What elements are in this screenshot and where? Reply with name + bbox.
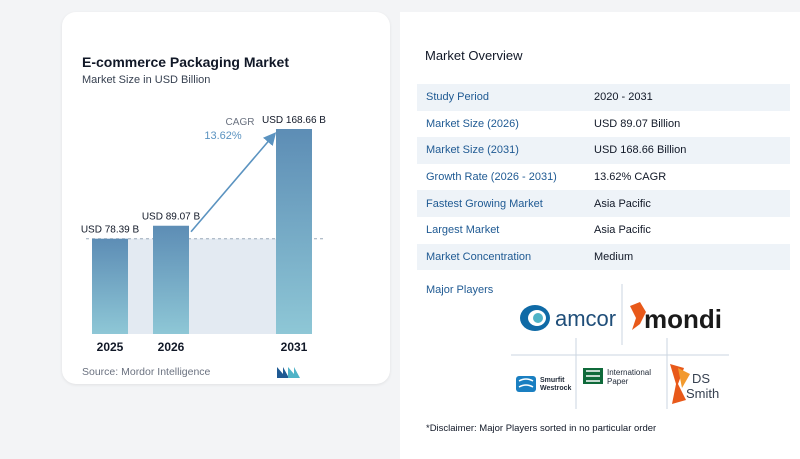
overview-row-market-size-2031: Market Size (2031) USD 168.66 Billion — [417, 137, 790, 164]
ds-smith-logo-icon: DS Smith — [670, 364, 719, 404]
mondi-logo-text: mondi — [644, 304, 722, 334]
overview-value: Asia Pacific — [594, 197, 651, 210]
bar-2025 — [92, 238, 128, 334]
category-label: 2025 — [97, 340, 124, 354]
overview-title: Market Overview — [425, 48, 523, 63]
amcor-logo-text: amcor — [555, 306, 616, 331]
source-note: Source: Mordor Intelligence — [82, 366, 211, 378]
overview-value: 13.62% CAGR — [594, 171, 667, 184]
overview-label: Market Size (2031) — [426, 144, 519, 157]
overview-value: Medium — [594, 250, 634, 263]
overview-value: Asia Pacific — [594, 224, 651, 237]
overview-row-concentration: Market Concentration Medium — [417, 243, 790, 271]
data-label: USD 89.07 B — [142, 212, 201, 223]
bar-2031 — [276, 129, 312, 334]
market-overview-panel: Market Overview Study Period 2020 - 2031… — [400, 12, 800, 459]
major-players-logos: amcor mondi Smurfit Westrock Internation… — [511, 284, 729, 409]
smith-logo-text: Smith — [686, 386, 719, 401]
overview-row-fastest-growing: Fastest Growing Market Asia Pacific — [417, 190, 790, 217]
overview-label: Study Period — [426, 91, 489, 104]
international-paper-logo-icon: International Paper — [583, 368, 651, 386]
major-players-title: Major Players — [426, 284, 494, 296]
overview-value: 2020 - 2031 — [594, 91, 653, 104]
data-label: USD 168.66 B — [262, 115, 326, 126]
ip-logo-text: International — [607, 368, 651, 377]
cagr-arrow — [190, 132, 277, 233]
overview-row-market-size-2026: Market Size (2026) USD 89.07 Billion — [417, 111, 790, 138]
overview-label: Growth Rate (2026 - 2031) — [426, 171, 557, 184]
westrock-logo-text: Westrock — [540, 385, 571, 392]
mordor-logo-icon — [277, 367, 300, 378]
overview-value: USD 168.66 Billion — [594, 144, 687, 157]
cagr-value: 13.62% — [204, 130, 242, 142]
category-label: 2031 — [281, 340, 308, 354]
overview-value: USD 89.07 Billion — [594, 117, 681, 130]
chart-card: E-commerce Packaging Market Market Size … — [62, 12, 390, 384]
overview-row-growth-rate: Growth Rate (2026 - 2031) 13.62% CAGR — [417, 164, 790, 191]
overview-row-study-period: Study Period 2020 - 2031 — [417, 84, 790, 111]
overview-label: Fastest Growing Market — [426, 197, 543, 210]
amcor-logo-icon: amcor — [520, 305, 616, 331]
overview-label: Market Size (2026) — [426, 117, 519, 130]
bar-2026 — [153, 225, 189, 334]
disclaimer: *Disclaimer: Major Players sorted in no … — [426, 423, 657, 434]
overview-label: Largest Market — [426, 224, 500, 237]
overview-label: Market Concentration — [426, 250, 532, 263]
bar-chart: USD 78.39 B 2025 USD 89.07 B 2026 USD 168.66… — [81, 115, 326, 354]
category-label: 2026 — [158, 340, 185, 354]
overview-row-largest-market: Largest Market Asia Pacific — [417, 217, 790, 244]
cagr-label: CAGR — [226, 117, 255, 128]
smurfit-logo-text: Smurfit — [540, 377, 565, 384]
mondi-logo-icon: mondi — [630, 302, 722, 334]
chart-title: E-commerce Packaging Market — [82, 54, 289, 70]
paper-logo-text: Paper — [607, 377, 629, 386]
data-label: USD 78.39 B — [81, 225, 140, 236]
ds-logo-text: DS — [692, 371, 710, 386]
chart-subtitle: Market Size in USD Billion — [82, 74, 211, 86]
smurfit-westrock-logo-icon: Smurfit Westrock — [516, 376, 571, 392]
